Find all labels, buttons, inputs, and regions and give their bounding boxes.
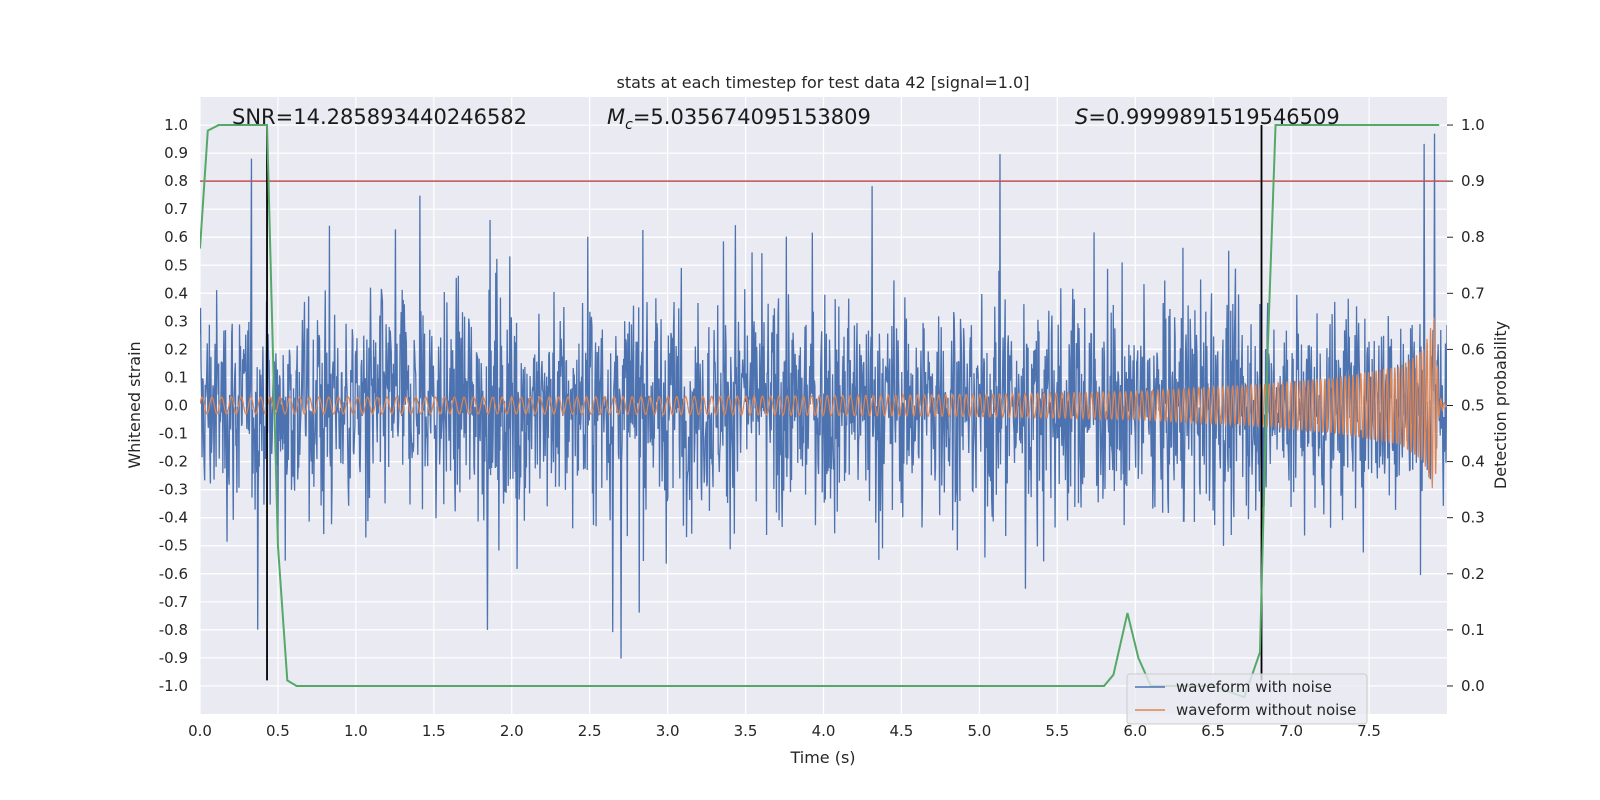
x-tick-label: 2.0	[500, 722, 524, 740]
y-tick-label: -0.5	[159, 537, 188, 555]
y-tick-label: 0.1	[164, 368, 188, 386]
x-tick-label: 7.0	[1279, 722, 1303, 740]
y-tick-label: 0.0	[164, 397, 188, 415]
chirp-mass-annotation: Mc=5.035674095153809	[607, 105, 871, 133]
y-right-tick-label: 0.5	[1461, 397, 1485, 415]
y-tick-label: 0.7	[164, 200, 188, 218]
y-tick-label: -0.9	[159, 649, 188, 667]
y-tick-label: -0.6	[159, 565, 188, 583]
y-tick-label: 0.4	[164, 284, 188, 302]
y-axis-label: Whitened strain	[125, 341, 144, 468]
score-value: =0.9999891519546509	[1088, 105, 1339, 129]
y-tick-label: -0.1	[159, 425, 188, 443]
y-right-tick-label: 0.6	[1461, 340, 1485, 358]
legend-box	[1126, 673, 1368, 725]
chirp-mass-subscript: c	[625, 117, 633, 133]
y-tick-label: 0.6	[164, 228, 188, 246]
x-tick-label: 7.5	[1357, 722, 1381, 740]
y-right-tick-label: 0.8	[1461, 228, 1485, 246]
y-tick-label: 0.3	[164, 312, 188, 330]
legend: waveform with noise waveform without noi…	[1126, 673, 1368, 725]
x-tick-label: 4.5	[890, 722, 914, 740]
waveform-with-noise-line	[200, 133, 1447, 659]
chirp-mass-value: =5.035674095153809	[633, 105, 871, 129]
x-axis-ticks: 0.0 0.5 1.0 1.5 2.0 2.5 3.0 3.5 4.0 4.5 5.0 5.5 6.0 6…	[188, 722, 1381, 740]
y-tick-label: 0.5	[164, 256, 188, 274]
series-waveform-without-noise	[200, 317, 1447, 489]
y-tick-label: 0.9	[164, 144, 188, 162]
y-tick-label: 1.0	[164, 116, 188, 134]
x-tick-label: 4.0	[812, 722, 836, 740]
x-tick-label: 1.0	[344, 722, 368, 740]
x-tick-label: 6.5	[1201, 722, 1225, 740]
y-tick-label: 0.8	[164, 172, 188, 190]
y-right-tick-label: 0.0	[1461, 677, 1485, 695]
x-tick-label: 0.5	[266, 722, 290, 740]
y-axis-right-label: Detection probability	[1491, 321, 1510, 489]
snr-annotation: SNR=14.285893440246582	[232, 105, 527, 129]
y-tick-label: -0.8	[159, 621, 188, 639]
score-annotation: S=0.9999891519546509	[1075, 105, 1340, 129]
detection-probability-line	[200, 124, 1440, 699]
y-axis-right-ticks: 1.0 0.9 0.8 0.7 0.6 0.5 0.4 0.3 0.2 0.1 0.0	[1447, 116, 1485, 695]
x-tick-label: 1.5	[422, 722, 446, 740]
x-tick-label: 5.0	[967, 722, 991, 740]
y-right-tick-label: 0.9	[1461, 172, 1485, 190]
y-tick-label: -1.0	[159, 677, 188, 695]
y-tick-label: -0.4	[159, 509, 188, 527]
y-tick-label: -0.7	[159, 593, 188, 611]
y-right-tick-label: 1.0	[1461, 116, 1485, 134]
y-right-tick-label: 0.7	[1461, 284, 1485, 302]
x-tick-label: 2.5	[578, 722, 602, 740]
waveform-without-noise-line	[200, 317, 1447, 489]
chart-title: stats at each timestep for test data 42 …	[617, 73, 1030, 92]
series-detection-probability	[200, 124, 1440, 699]
series-waveform-with-noise	[200, 133, 1447, 659]
legend-label-clean: waveform without noise	[1176, 701, 1356, 719]
y-right-tick-label: 0.1	[1461, 621, 1485, 639]
y-right-tick-label: 0.4	[1461, 453, 1485, 471]
x-tick-label: 5.5	[1045, 722, 1069, 740]
x-tick-label: 3.5	[734, 722, 758, 740]
x-axis-label: Time (s)	[789, 748, 855, 767]
chirp-mass-symbol: M	[607, 105, 625, 129]
y-axis-ticks: 1.0 0.9 0.8 0.7 0.6 0.5 0.4 0.3 0.2 0.1 0.0 -0.1 -0.…	[159, 116, 188, 695]
x-tick-label: 3.0	[656, 722, 680, 740]
y-right-tick-label: 0.2	[1461, 565, 1485, 583]
y-tick-label: 0.2	[164, 340, 188, 358]
score-symbol: S	[1075, 105, 1088, 129]
legend-label-noise: waveform with noise	[1176, 678, 1332, 696]
x-tick-label: 0.0	[188, 722, 212, 740]
y-tick-label: -0.3	[159, 481, 188, 499]
y-tick-label: -0.2	[159, 453, 188, 471]
y-right-tick-label: 0.3	[1461, 509, 1485, 527]
x-tick-label: 6.0	[1123, 722, 1147, 740]
